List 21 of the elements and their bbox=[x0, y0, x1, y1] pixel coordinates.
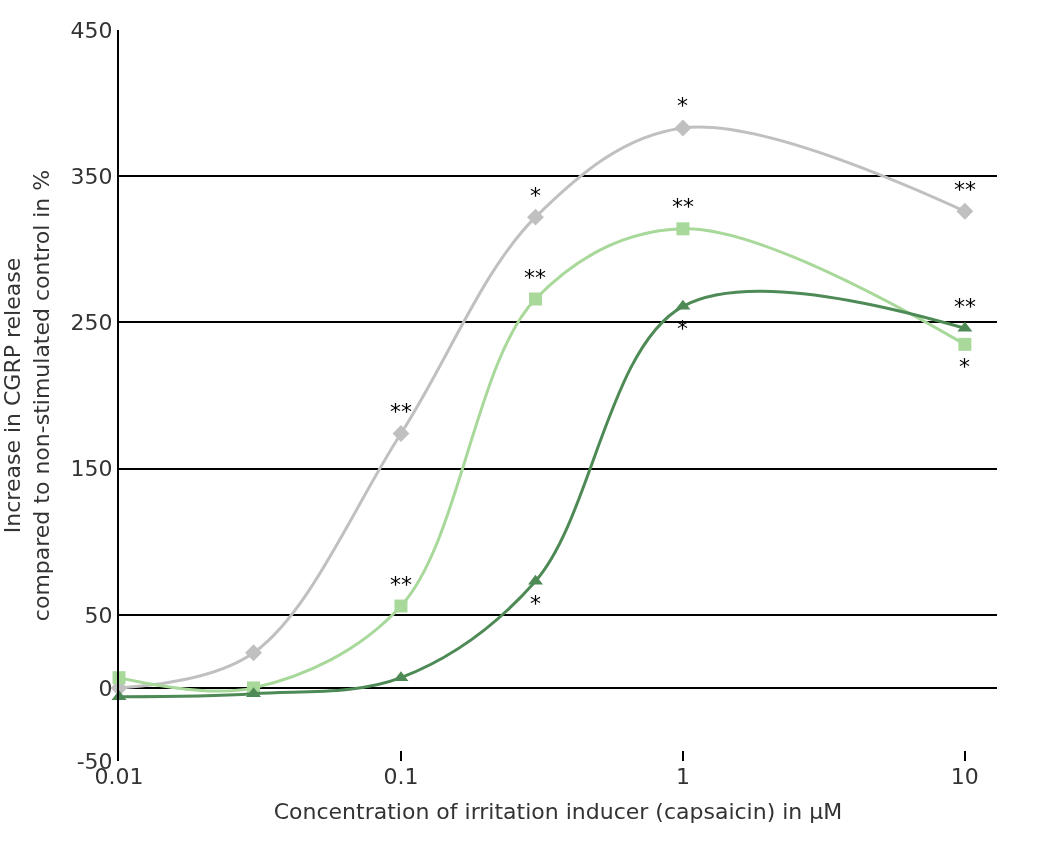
y-axis-title: Increase in CGRP release compared to non-stimulated control in % bbox=[0, 169, 54, 622]
x-tick-label: 1 bbox=[675, 764, 690, 789]
y-tick-label: 50 bbox=[84, 602, 113, 628]
y-tick-label: 0 bbox=[98, 675, 113, 701]
annotation: ** bbox=[390, 572, 412, 597]
annotation: ** bbox=[954, 177, 976, 202]
x-axis-title: Concentration of irritation inducer (capsaicin) in µM bbox=[273, 798, 843, 824]
annotation: ** bbox=[390, 399, 412, 424]
y-tick-label: 350 bbox=[70, 163, 113, 189]
y-tick-label: 250 bbox=[70, 310, 113, 336]
annotation: * bbox=[530, 183, 541, 208]
x-tick-label: 10 bbox=[950, 764, 979, 789]
annotation: * bbox=[959, 354, 970, 379]
annotation: * bbox=[677, 93, 688, 118]
annotation: ** bbox=[954, 294, 976, 319]
y-tick-label: 450 bbox=[70, 17, 113, 43]
annotation: * bbox=[530, 591, 541, 616]
annotation: ** bbox=[672, 194, 694, 219]
x-tick-label: 0.1 bbox=[383, 764, 419, 789]
y-tick-label: 150 bbox=[70, 456, 113, 482]
annotation: ** bbox=[524, 265, 546, 290]
